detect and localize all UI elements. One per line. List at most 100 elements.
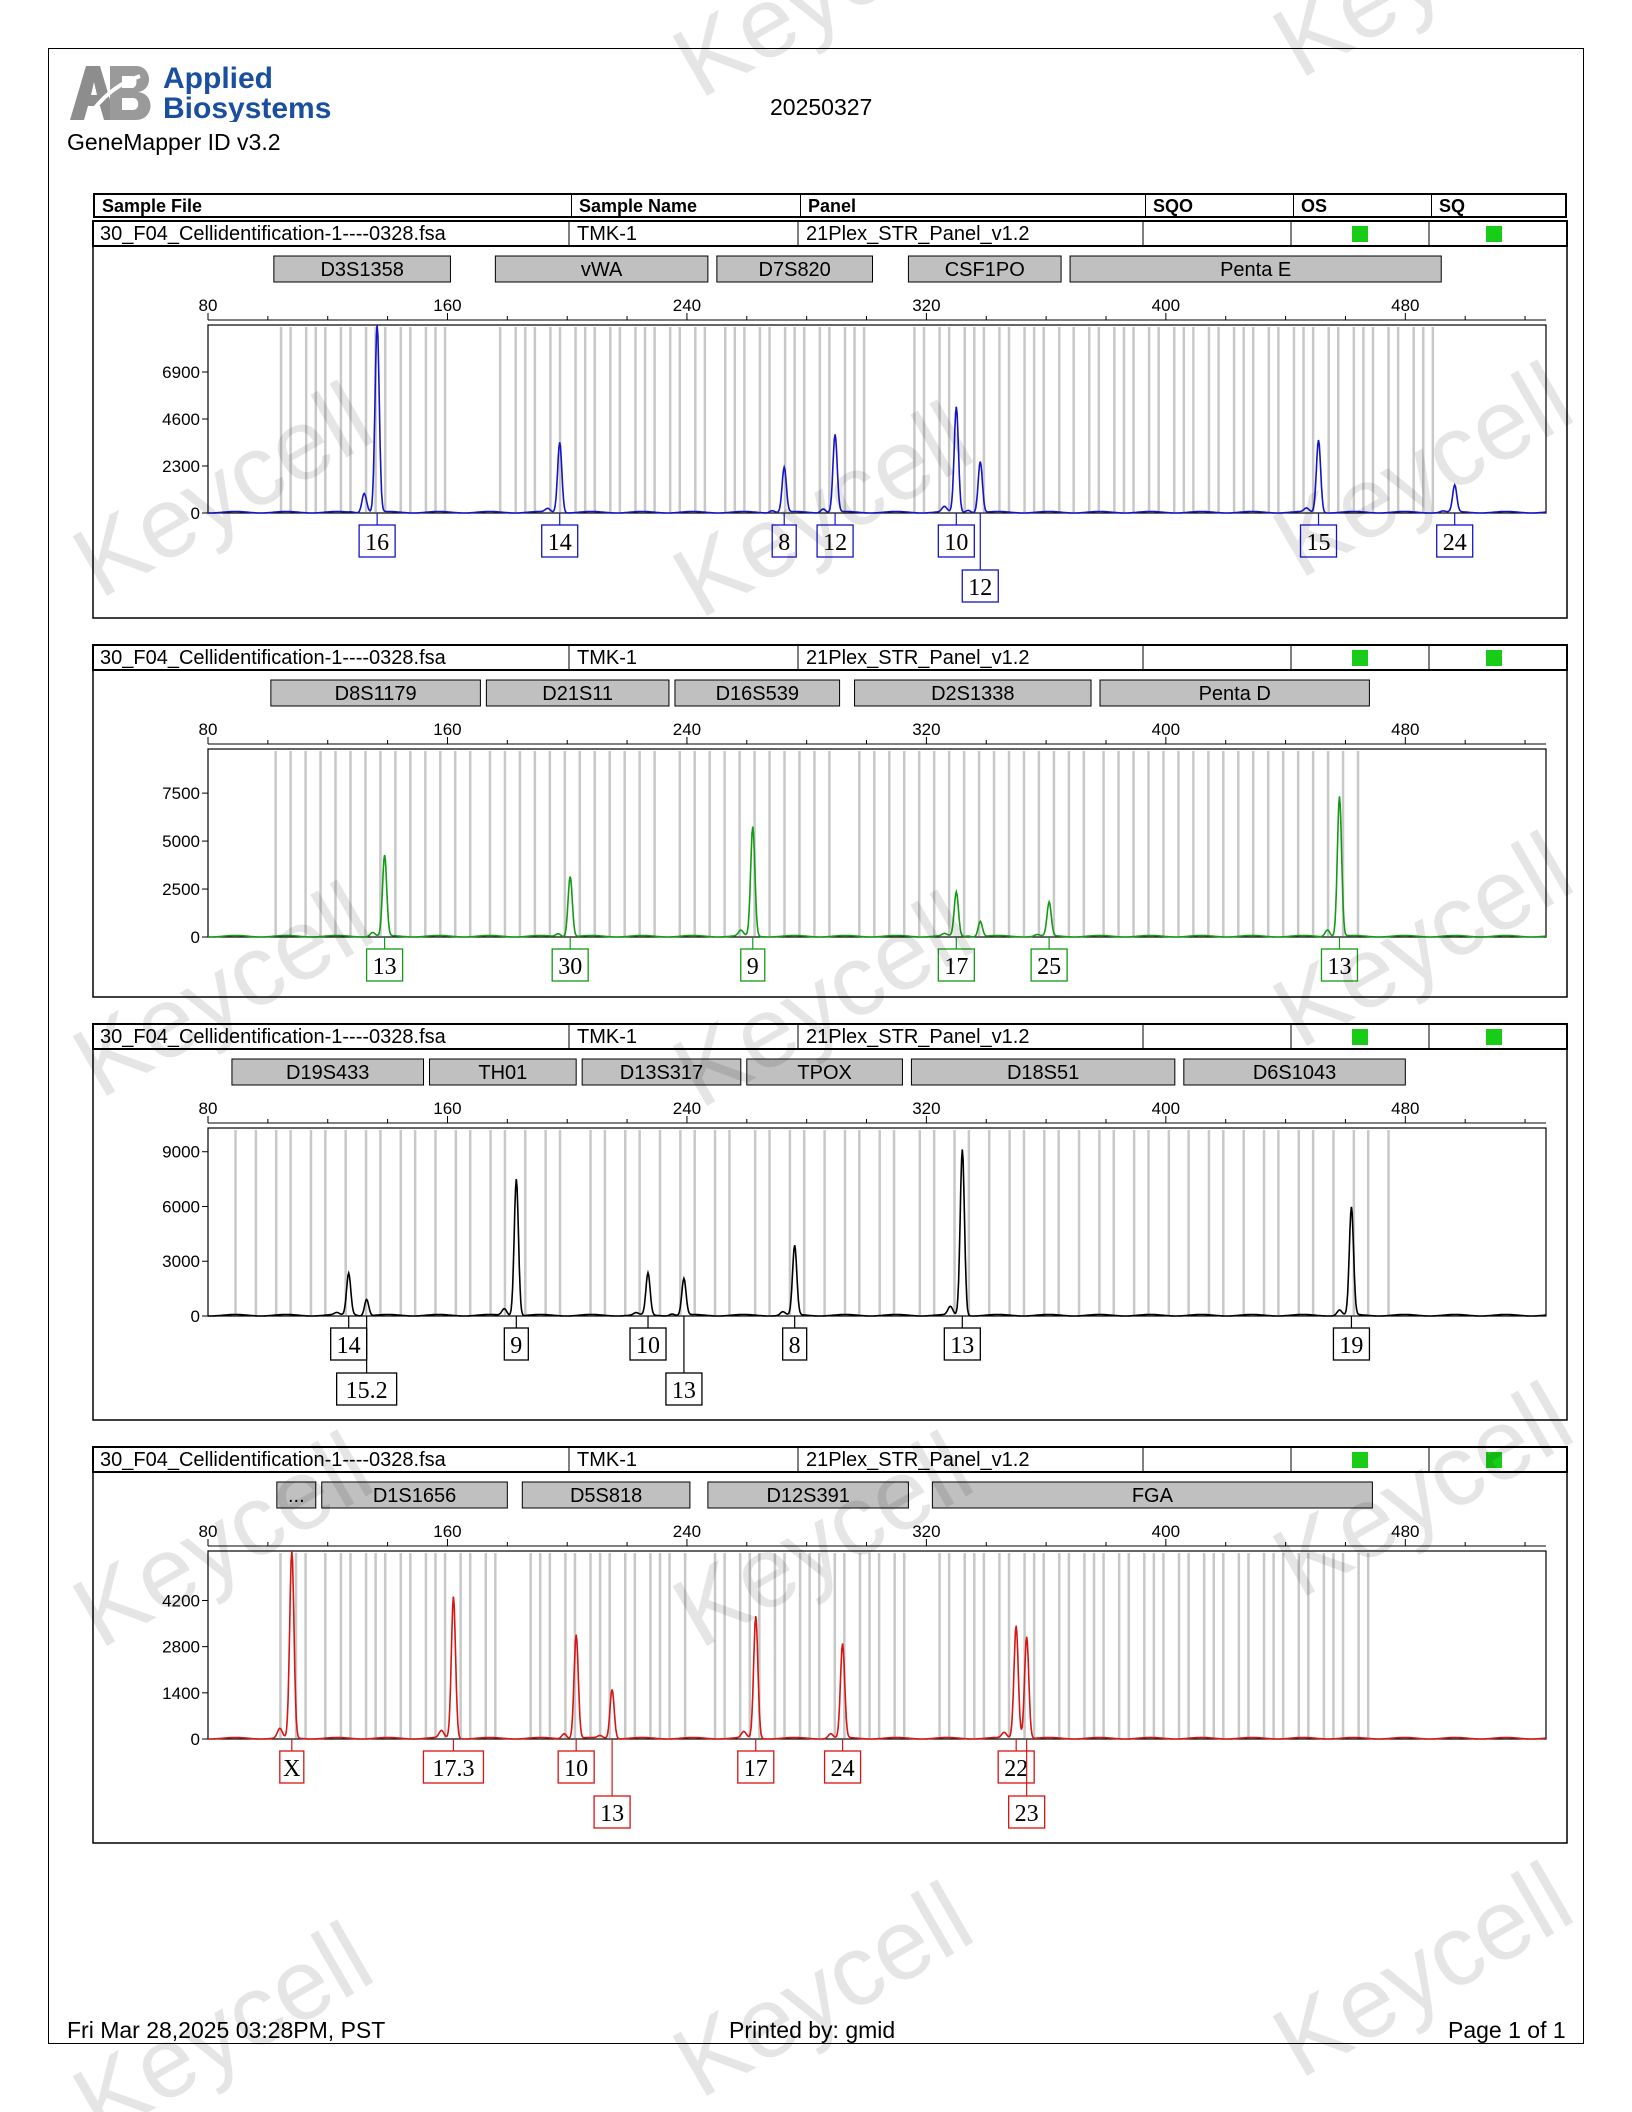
col-os: OS xyxy=(1301,196,1328,216)
panel-green: 30_F04_Cellidentification-1----0328.fsa T… xyxy=(92,644,1568,998)
sq-quality-indicator xyxy=(1486,1029,1502,1045)
allele-call-box xyxy=(665,1372,703,1406)
marker-label: TPOX xyxy=(797,1062,851,1084)
panel-red: 30_F04_Cellidentification-1----0328.fsa T… xyxy=(92,1446,1568,1844)
allele-bins xyxy=(279,327,1435,512)
marker-box xyxy=(1069,255,1442,283)
x-tick-label: 160 xyxy=(433,296,461,315)
allele-bins xyxy=(234,1130,1390,1315)
panel-value: 21Plex_STR_Panel_v1.2 xyxy=(806,223,1029,245)
marker-box xyxy=(494,255,709,283)
allele-call-box xyxy=(551,948,589,982)
allele-call: 10 xyxy=(564,1756,588,1782)
y-tick-label: 1400 xyxy=(162,1684,200,1703)
x-tick-label: 240 xyxy=(673,1099,701,1118)
marker-label: CSF1PO xyxy=(945,259,1025,281)
allele-call-box xyxy=(823,1750,862,1784)
marker-box xyxy=(270,679,481,707)
x-tick-label: 400 xyxy=(1152,1099,1180,1118)
allele-call: 10 xyxy=(636,1333,660,1359)
allele-call: 13 xyxy=(672,1378,696,1404)
allele-call: 23 xyxy=(1015,1801,1039,1827)
allele-call: X xyxy=(283,1756,300,1782)
allele-call-box xyxy=(358,524,396,558)
panel-black: 30_F04_Cellidentification-1----0328.fsa T… xyxy=(92,1023,1568,1421)
x-tick-label: 80 xyxy=(199,1522,218,1541)
sample-name-value: TMK-1 xyxy=(577,223,637,245)
sample-file-value: 30_F04_Cellidentification-1----0328.fsa xyxy=(100,1026,447,1048)
x-tick-label: 160 xyxy=(433,1099,461,1118)
trace-line xyxy=(208,796,1547,938)
os-quality-indicator xyxy=(1352,1029,1368,1045)
y-tick-label: 5000 xyxy=(162,832,200,851)
col-sample-file: Sample File xyxy=(102,196,203,216)
allele-bins xyxy=(274,751,1360,936)
x-tick-label: 320 xyxy=(912,720,940,739)
sample-name-value: TMK-1 xyxy=(577,647,637,669)
allele-call-box xyxy=(593,1795,631,1829)
marker-box xyxy=(521,1481,691,1509)
y-tick-label: 0 xyxy=(191,928,200,947)
marker-box xyxy=(746,1058,903,1086)
sample-row xyxy=(92,220,1568,247)
allele-call: 15 xyxy=(1307,530,1331,556)
allele-call: 10 xyxy=(944,530,968,556)
y-tick-label: 2800 xyxy=(162,1638,200,1657)
y-tick-label: 9000 xyxy=(162,1143,200,1162)
sq-quality-indicator xyxy=(1486,1452,1502,1468)
allele-call-box xyxy=(937,524,975,558)
marker-box xyxy=(276,1481,317,1509)
x-tick-label: 80 xyxy=(199,720,218,739)
allele-call: 19 xyxy=(1339,1333,1363,1359)
allele-call-box xyxy=(737,1750,775,1784)
y-tick-label: 4200 xyxy=(162,1591,200,1610)
y-tick-label: 2500 xyxy=(162,880,200,899)
marker-label: D1S1656 xyxy=(373,1485,456,1507)
x-tick-label: 480 xyxy=(1391,720,1419,739)
brand-line1: Applied xyxy=(163,62,273,95)
allele-call: 24 xyxy=(1443,530,1467,556)
marker-label: D8S1179 xyxy=(335,683,417,705)
software-version: GeneMapper ID v3.2 xyxy=(67,129,281,155)
y-tick-label: 0 xyxy=(191,1307,200,1326)
x-tick-label: 240 xyxy=(673,720,701,739)
col-panel: Panel xyxy=(808,196,857,216)
marker-label: ... xyxy=(288,1485,305,1507)
allele-call-box xyxy=(1320,948,1359,982)
marker-label: D13S317 xyxy=(620,1062,703,1084)
sample-name-value: TMK-1 xyxy=(577,1449,637,1471)
allele-call: 12 xyxy=(823,530,847,556)
allele-call: 30 xyxy=(558,954,582,980)
os-quality-indicator xyxy=(1352,226,1368,242)
sample-name-value: TMK-1 xyxy=(577,1026,637,1048)
allele-call-box xyxy=(503,1327,529,1361)
sample-file-value: 30_F04_Cellidentification-1----0328.fsa xyxy=(100,647,447,669)
allele-call: 25 xyxy=(1037,954,1061,980)
panel-value: 21Plex_STR_Panel_v1.2 xyxy=(806,1026,1029,1048)
marker-box xyxy=(485,679,670,707)
x-tick-label: 480 xyxy=(1391,1099,1419,1118)
marker-label: D12S391 xyxy=(766,1485,849,1507)
marker-box xyxy=(907,255,1062,283)
marker-label: D16S539 xyxy=(716,683,799,705)
allele-call-box xyxy=(782,1327,808,1361)
allele-call-box xyxy=(1299,524,1338,558)
footer-printed-by: Printed by: gmid xyxy=(729,2017,896,2043)
y-tick-label: 0 xyxy=(191,504,200,523)
allele-call: 16 xyxy=(365,530,389,556)
x-tick-label: 160 xyxy=(433,1522,461,1541)
allele-call-box xyxy=(1332,1327,1371,1361)
plot-area xyxy=(207,324,1547,514)
plot-area xyxy=(207,748,1547,938)
marker-label: D2S1338 xyxy=(931,683,1014,705)
allele-call-box xyxy=(422,1750,485,1784)
marker-label: D19S433 xyxy=(286,1062,369,1084)
y-tick-label: 0 xyxy=(191,1730,200,1749)
allele-call-box xyxy=(997,1750,1035,1784)
x-tick-label: 240 xyxy=(673,1522,701,1541)
allele-call: 17.3 xyxy=(432,1756,474,1782)
allele-call: 8 xyxy=(789,1333,801,1359)
marker-label: Penta E xyxy=(1220,259,1291,281)
allele-call: 14 xyxy=(337,1333,361,1359)
sample-file-value: 30_F04_Cellidentification-1----0328.fsa xyxy=(100,1449,447,1471)
